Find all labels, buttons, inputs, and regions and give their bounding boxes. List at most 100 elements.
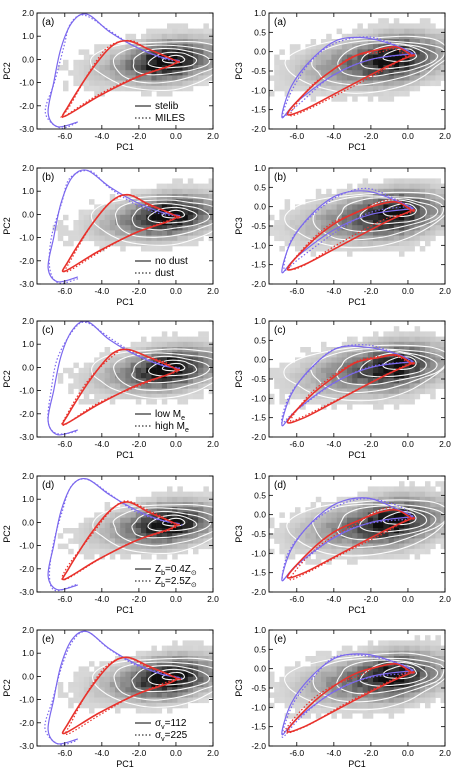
y-tick-label: -0.5	[251, 374, 266, 384]
density-cell	[383, 33, 389, 40]
density-cell	[89, 199, 95, 205]
density-cell	[187, 80, 194, 87]
density-cell	[198, 75, 204, 81]
density-cell	[151, 188, 157, 195]
density-cell	[393, 336, 400, 343]
density-cell	[315, 676, 322, 683]
density-cell	[120, 522, 126, 529]
density-cell	[362, 702, 369, 709]
density-cell	[151, 75, 157, 81]
density-cell	[430, 220, 436, 226]
density-cell	[94, 399, 100, 405]
density-cell	[141, 383, 147, 389]
density-cell	[430, 39, 436, 45]
density-cell	[284, 80, 291, 87]
x-tick-label: -2.0	[364, 439, 379, 449]
density-cell	[73, 75, 79, 81]
density-cell	[388, 697, 395, 704]
density-cell	[331, 404, 337, 410]
model-track-red	[61, 193, 180, 273]
density-cell	[177, 373, 183, 379]
density-cell	[300, 85, 306, 92]
x-tick-label: -4.0	[95, 748, 110, 758]
density-cell	[409, 230, 415, 236]
density-cell	[68, 388, 74, 395]
density-cell	[120, 702, 126, 709]
density-cell	[357, 554, 363, 560]
density-cell	[352, 49, 358, 55]
density-cell	[151, 383, 157, 389]
density-cell	[120, 538, 126, 544]
density-cell	[300, 80, 306, 87]
density-cell	[104, 533, 111, 539]
density-cell	[305, 538, 311, 544]
density-cell	[378, 220, 384, 226]
density-cell	[347, 517, 353, 524]
density-cell	[187, 538, 194, 544]
density-cell	[321, 80, 327, 87]
density-cell	[362, 548, 369, 555]
density-cell	[146, 373, 152, 379]
density-cell	[388, 528, 395, 534]
density-cell	[182, 362, 189, 369]
density-cell	[295, 235, 301, 242]
density-cell	[388, 235, 395, 242]
density-cell	[295, 44, 301, 50]
density-cell	[161, 230, 168, 236]
density-cell	[399, 697, 405, 704]
density-cell	[393, 697, 400, 704]
density-cell	[326, 59, 332, 66]
density-cell	[383, 388, 389, 395]
density-cell	[156, 692, 163, 698]
density-cell	[151, 528, 157, 534]
density-cell	[326, 54, 332, 61]
density-cell	[341, 80, 348, 87]
y-tick-label: -1.0	[19, 695, 34, 705]
density-cell	[125, 522, 131, 529]
density-cell	[109, 80, 116, 87]
x-tick-label: 2.0	[439, 286, 451, 296]
density-cell	[141, 336, 147, 343]
density-cell	[284, 687, 291, 693]
density-cell	[404, 528, 410, 534]
density-cell	[274, 682, 280, 688]
density-cell	[120, 383, 126, 389]
density-cell	[104, 687, 111, 693]
density-cell	[399, 640, 405, 646]
density-cell	[341, 692, 348, 698]
density-cell	[336, 362, 343, 369]
density-cell	[367, 28, 374, 35]
density-cell	[347, 676, 353, 683]
density-cell	[300, 533, 306, 539]
density-cell	[146, 352, 152, 358]
density-cell	[198, 645, 204, 652]
density-cell	[73, 59, 79, 66]
density-cell	[135, 671, 142, 678]
density-cell	[378, 512, 384, 518]
density-cell	[208, 656, 213, 662]
density-cell	[146, 692, 152, 698]
density-cell	[388, 183, 395, 190]
density-cell	[73, 533, 79, 539]
density-cell	[146, 517, 152, 524]
density-cell	[125, 65, 131, 71]
density-cell	[161, 33, 168, 40]
density-cell	[331, 713, 337, 719]
density-cell	[208, 661, 213, 667]
density-cell	[383, 676, 389, 683]
density-cell	[440, 59, 445, 66]
density-cell	[89, 399, 95, 405]
density-cell	[399, 481, 405, 487]
density-cell	[300, 666, 306, 672]
density-cell	[182, 661, 189, 667]
density-cell	[419, 44, 426, 50]
density-cell	[300, 235, 306, 242]
density-cell	[203, 362, 209, 369]
density-cell	[172, 507, 178, 513]
density-cell	[269, 702, 275, 709]
density-cell	[94, 225, 100, 231]
contours	[90, 40, 213, 92]
density-cell	[182, 188, 189, 195]
density-cell	[295, 80, 301, 87]
density-cell	[187, 65, 194, 71]
